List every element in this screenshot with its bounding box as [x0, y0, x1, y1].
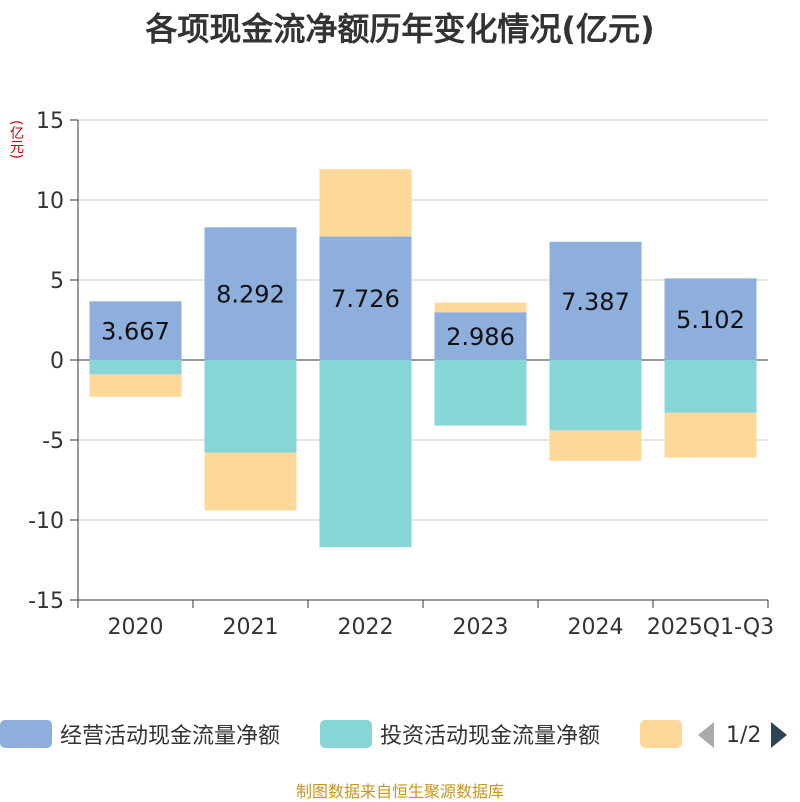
legend-label-operating: 经营活动现金流量净额: [60, 724, 281, 749]
bar-series2-2025Q1-Q3: [664, 412, 757, 458]
chart-title: 各项现金流净额历年变化情况(亿元): [145, 10, 655, 48]
x-tick-label: 2023: [453, 615, 509, 640]
y-tick-label: -15: [28, 589, 64, 614]
y-tick-label: -5: [42, 429, 64, 454]
legend-page-indicator: 1/2: [726, 722, 762, 748]
legend-pager: 1/2: [698, 718, 788, 752]
data-label: 5.102: [676, 306, 745, 334]
y-tick-label: 5: [50, 269, 64, 294]
data-label: 8.292: [216, 281, 285, 309]
legend-prev-icon[interactable]: [698, 722, 714, 748]
chart-area: 15 10 5 0 -5 -10 -15 2020 2021 2022 2023 2024 2025Q1…: [28, 109, 774, 640]
y-axis-unit: (亿元): [8, 120, 24, 159]
bar-series1-2025Q1-Q3: [664, 360, 757, 413]
bar-series0-2020: [89, 301, 182, 360]
legend-item-financing[interactable]: [640, 716, 690, 752]
bar-series0-2022: [319, 236, 412, 360]
y-tick-label: 10: [36, 189, 64, 214]
bar-series0-2021: [204, 227, 297, 360]
bar-series2-2020: [89, 374, 182, 397]
legend-label-investing: 投资活动现金流量净额: [380, 724, 601, 749]
x-tick-label: 2024: [568, 615, 624, 640]
legend-swatch-operating: [0, 720, 52, 748]
bar-series2-2023: [434, 302, 527, 313]
bar-series0-2024: [549, 241, 642, 360]
bar-series2-2022: [319, 169, 412, 237]
bar-series1-2024: [549, 360, 642, 431]
legend: 经营活动现金流量净额 投资活动现金流量净额 1/2: [0, 716, 800, 756]
x-tick-label: 2022: [338, 615, 394, 640]
data-label: 7.387: [561, 288, 630, 316]
x-tick-label: 2021: [223, 615, 279, 640]
bar-series0-2025Q1-Q3: [664, 278, 757, 360]
y-tick-label: 15: [36, 109, 64, 134]
bar-series1-2021: [204, 360, 297, 453]
data-label: 3.667: [101, 318, 170, 346]
bar-series1-2023: [434, 360, 527, 426]
legend-item-investing[interactable]: 投资活动现金流量净额: [320, 716, 600, 752]
bar-series2-2021: [204, 452, 297, 511]
legend-next-icon[interactable]: [771, 722, 788, 748]
y-tick-label: -10: [28, 509, 64, 534]
data-label: 7.726: [331, 285, 400, 313]
y-tick-label: 0: [50, 349, 64, 374]
legend-swatch-investing: [320, 720, 372, 748]
bar-series0-2023: [434, 312, 527, 360]
legend-swatch-financing: [640, 720, 682, 748]
data-label: 2.986: [446, 323, 515, 351]
x-tick-label: 2025Q1-Q3: [647, 615, 774, 640]
legend-item-operating[interactable]: 经营活动现金流量净额: [0, 716, 280, 752]
bar-series1-2020: [89, 360, 182, 375]
data-source: 制图数据来自恒生聚源数据库: [295, 782, 504, 801]
x-tick-label: 2020: [108, 615, 164, 640]
bar-series2-2024: [549, 430, 642, 461]
bar-series1-2022: [319, 360, 412, 548]
